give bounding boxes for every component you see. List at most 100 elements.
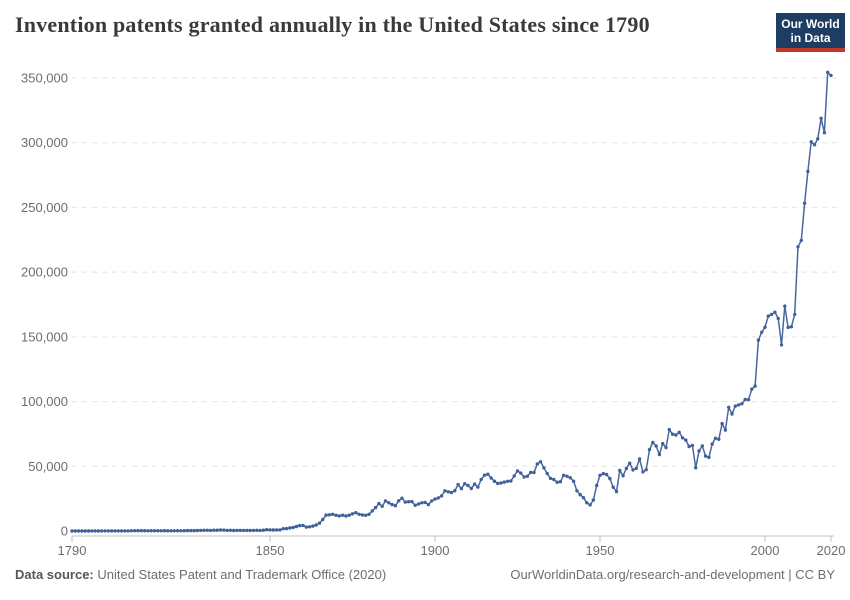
data-source-label: Data source: bbox=[15, 567, 94, 582]
data-point bbox=[700, 444, 704, 448]
data-point bbox=[446, 490, 450, 494]
owid-attribution-link[interactable]: OurWorldinData.org/research-and-developm… bbox=[510, 567, 835, 582]
data-point bbox=[251, 528, 256, 533]
data-point bbox=[436, 496, 440, 500]
data-point bbox=[766, 314, 770, 318]
data-point bbox=[654, 444, 658, 448]
data-point bbox=[565, 474, 569, 478]
data-point bbox=[291, 525, 295, 530]
x-axis-tick-label: 2020 bbox=[817, 543, 846, 558]
data-point bbox=[489, 476, 493, 480]
data-point bbox=[651, 440, 655, 445]
owid-logo[interactable]: Our World in Data bbox=[776, 13, 845, 52]
data-point bbox=[604, 472, 609, 477]
data-point bbox=[136, 529, 140, 533]
data-point bbox=[509, 479, 513, 483]
data-point bbox=[166, 529, 170, 533]
data-point bbox=[271, 528, 275, 532]
data-line bbox=[71, 71, 832, 532]
data-point bbox=[393, 504, 398, 508]
data-point bbox=[713, 436, 718, 440]
data-point bbox=[159, 529, 163, 533]
data-point bbox=[354, 511, 358, 515]
data-point bbox=[288, 526, 292, 530]
data-point bbox=[796, 245, 800, 249]
data-point bbox=[212, 528, 216, 532]
data-point bbox=[360, 513, 365, 517]
data-point bbox=[806, 169, 810, 174]
data-point bbox=[661, 441, 665, 446]
data-point bbox=[647, 447, 652, 452]
data-source: Data source: United States Patent and Tr… bbox=[15, 567, 386, 582]
y-axis-tick-label: 200,000 bbox=[21, 265, 68, 280]
data-point bbox=[284, 526, 289, 531]
data-point bbox=[670, 432, 675, 436]
data-point bbox=[347, 513, 351, 517]
data-point bbox=[740, 402, 744, 406]
data-point bbox=[179, 529, 183, 533]
data-point bbox=[195, 528, 200, 533]
data-point bbox=[426, 502, 431, 507]
data-point bbox=[542, 466, 546, 470]
data-point bbox=[149, 529, 153, 533]
data-point bbox=[710, 442, 714, 446]
data-point bbox=[443, 489, 447, 493]
data-point bbox=[344, 514, 348, 518]
data-point bbox=[278, 528, 282, 532]
data-point bbox=[760, 330, 764, 334]
data-point bbox=[802, 201, 807, 205]
data-point bbox=[614, 489, 619, 494]
data-point bbox=[317, 521, 322, 525]
data-point bbox=[496, 481, 500, 486]
data-point bbox=[410, 499, 414, 504]
data-point bbox=[327, 513, 332, 517]
data-point bbox=[505, 479, 510, 483]
data-point bbox=[763, 325, 767, 329]
data-point bbox=[571, 479, 576, 483]
data-point bbox=[601, 471, 605, 476]
data-source-text: United States Patent and Trademark Offic… bbox=[93, 567, 387, 582]
data-point bbox=[126, 529, 130, 533]
data-point bbox=[403, 500, 407, 504]
data-point bbox=[776, 316, 780, 321]
data-point bbox=[525, 474, 530, 478]
data-point bbox=[611, 485, 615, 489]
data-point bbox=[281, 527, 285, 531]
data-point bbox=[674, 433, 678, 437]
data-point bbox=[152, 529, 157, 533]
x-axis-tick-label: 1790 bbox=[58, 543, 87, 558]
data-point bbox=[397, 499, 401, 503]
data-point bbox=[156, 529, 160, 533]
data-point bbox=[793, 312, 797, 317]
data-point bbox=[736, 403, 741, 407]
data-point bbox=[733, 404, 737, 408]
data-point bbox=[750, 387, 754, 391]
data-point bbox=[598, 473, 602, 477]
data-point bbox=[812, 143, 817, 147]
data-point bbox=[268, 528, 272, 532]
data-point bbox=[512, 474, 516, 478]
data-point bbox=[116, 529, 120, 533]
data-point bbox=[109, 529, 114, 533]
data-point bbox=[364, 513, 368, 517]
data-point bbox=[119, 529, 124, 533]
data-point bbox=[400, 496, 404, 500]
data-point bbox=[548, 476, 553, 481]
data-point bbox=[146, 529, 150, 533]
data-point bbox=[515, 469, 520, 473]
data-point bbox=[175, 529, 180, 533]
data-point bbox=[538, 460, 543, 464]
data-point bbox=[634, 466, 638, 471]
data-point bbox=[80, 529, 84, 533]
x-axis-tick-label: 1950 bbox=[586, 543, 615, 558]
data-point bbox=[350, 512, 355, 516]
data-point bbox=[185, 528, 190, 533]
data-point bbox=[499, 481, 503, 485]
data-point bbox=[245, 528, 249, 533]
owid-logo-line2: in Data bbox=[790, 31, 831, 45]
data-point bbox=[76, 529, 81, 533]
data-point bbox=[816, 137, 820, 141]
data-point bbox=[373, 505, 378, 510]
data-point bbox=[456, 482, 460, 487]
